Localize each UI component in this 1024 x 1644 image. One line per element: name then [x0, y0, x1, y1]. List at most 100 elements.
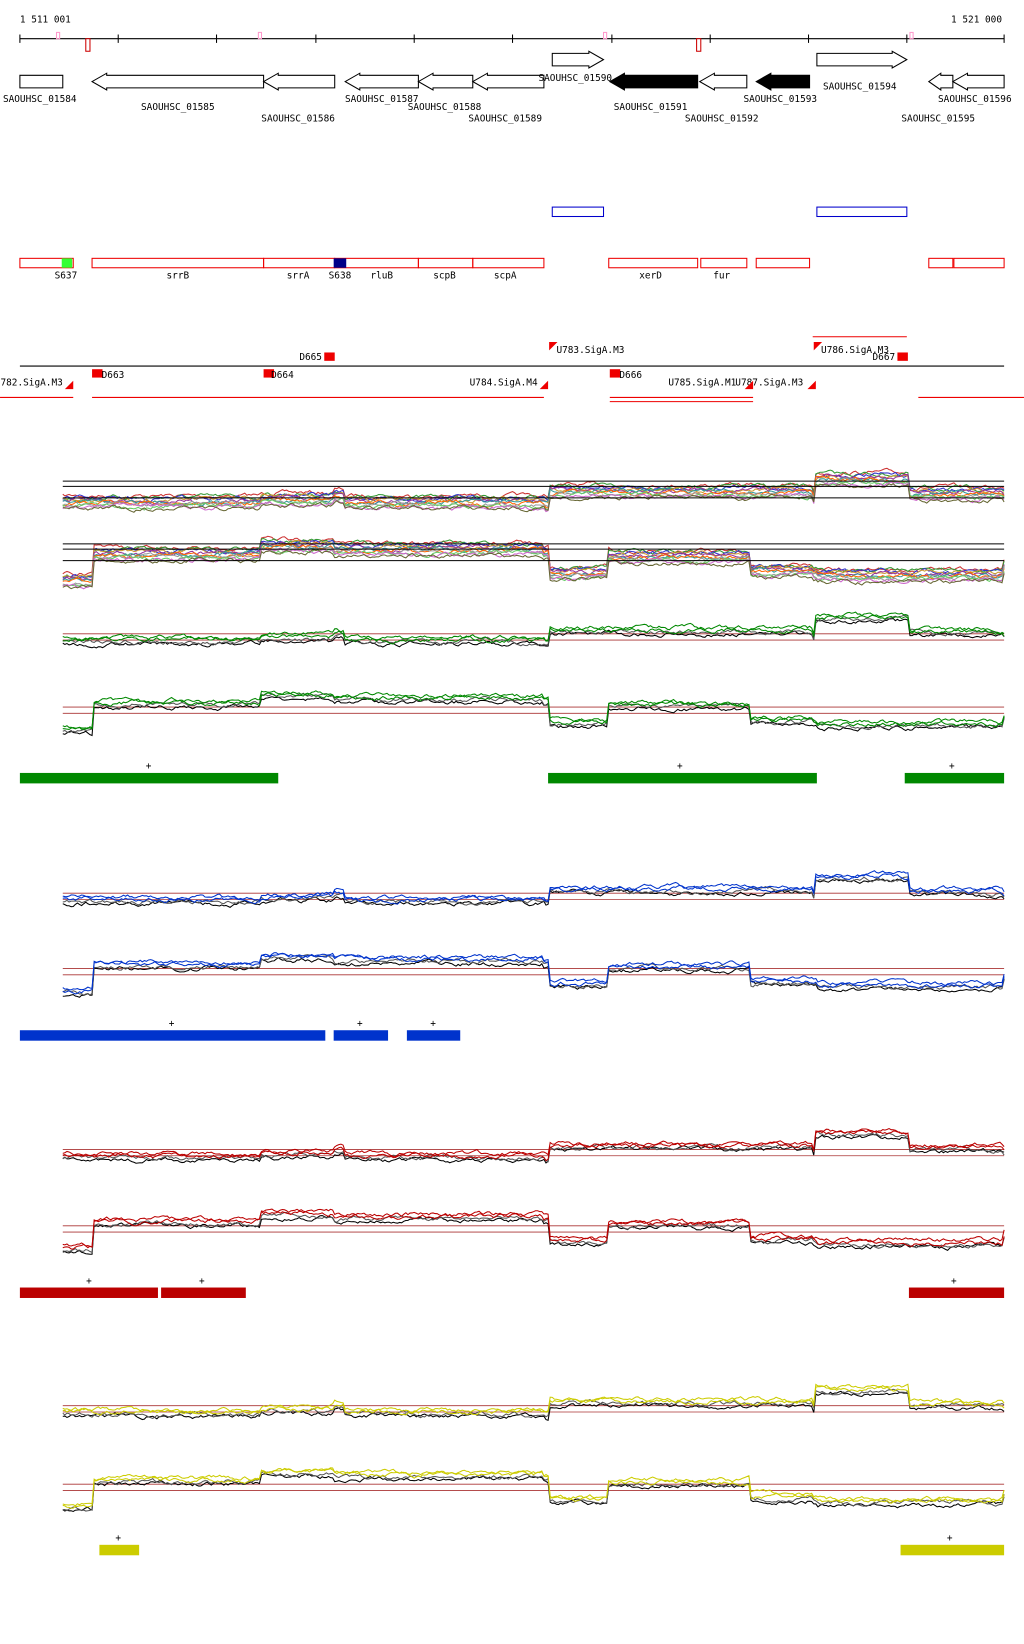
feature-label: xerD — [639, 271, 662, 282]
strand-mark: + — [86, 1276, 92, 1287]
trace — [62, 614, 1005, 645]
trace — [62, 1467, 1005, 1507]
trace — [62, 1385, 1005, 1416]
gene-arrow — [551, 50, 605, 69]
promoter-label: U785.SigA.M1 — [668, 377, 736, 388]
gene-label: SAOUHSC_01587 — [345, 94, 419, 105]
region-bar — [19, 1030, 326, 1041]
ruler-marker — [696, 38, 702, 52]
promoter-flag — [807, 380, 816, 390]
trace — [62, 541, 1005, 581]
gene-label: SAOUHSC_01584 — [3, 94, 77, 105]
feature-marker — [61, 258, 73, 268]
feature-box — [91, 257, 265, 269]
promoter-label: D666 — [619, 370, 642, 381]
trace — [62, 691, 1005, 730]
trace — [62, 1470, 1005, 1512]
feature-box — [608, 257, 699, 269]
feature-label: S637 — [55, 271, 78, 282]
trace — [62, 952, 1005, 995]
feature-label: scpB — [433, 271, 456, 282]
trace — [62, 1127, 1005, 1158]
trace — [62, 690, 1005, 730]
gene-label: SAOUHSC_01594 — [823, 81, 897, 92]
strand-mark: + — [146, 761, 152, 772]
feature-label: srrB — [167, 271, 190, 282]
ruler-marker — [602, 31, 608, 40]
promoter-box — [92, 369, 103, 378]
gene-label: SAOUHSC_01595 — [901, 114, 975, 125]
trace — [62, 1128, 1005, 1162]
feature-label: scpA — [494, 271, 517, 282]
promoter-box — [263, 369, 275, 378]
promoter-flag — [539, 380, 549, 390]
gene-arrow — [698, 72, 748, 91]
trace — [62, 870, 1005, 903]
gene-arrow — [927, 72, 954, 91]
strand-mark: + — [115, 1533, 121, 1544]
region-bar — [548, 772, 817, 784]
promoter-label: U786.SigA.M3 — [821, 345, 889, 356]
ruler-marker — [55, 31, 61, 40]
trace — [62, 614, 1005, 647]
region-bar — [19, 1287, 158, 1298]
promoter-label: D663 — [102, 370, 125, 381]
trace — [62, 474, 1005, 505]
trace — [62, 1130, 1005, 1163]
gene-label: SAOUHSC_01586 — [261, 114, 335, 125]
feature-box — [472, 257, 545, 269]
feature-box — [417, 257, 474, 269]
feature-label: srrA — [287, 271, 310, 282]
gene-arrow — [951, 72, 1005, 91]
gene-arrow — [262, 72, 336, 91]
trace — [62, 543, 1005, 583]
trace — [62, 1210, 1005, 1250]
trace — [62, 469, 1005, 502]
ruler-marker — [909, 31, 914, 40]
strand-mark: + — [430, 1018, 436, 1029]
feature-box — [334, 257, 419, 269]
region-bar — [900, 1544, 1005, 1556]
feature-label: fur — [713, 271, 730, 282]
strand-mark: + — [199, 1276, 205, 1287]
gene-arrow — [344, 72, 419, 91]
strand-mark: + — [357, 1018, 363, 1029]
gene-label: SAOUHSC_01590 — [538, 73, 612, 84]
region-bar — [908, 1287, 1005, 1298]
ruler-marker — [257, 31, 263, 40]
feature-box — [816, 206, 908, 218]
gene-label: SAOUHSC_01588 — [408, 102, 482, 113]
gene-label: SAOUHSC_01591 — [614, 102, 688, 113]
region-bar — [99, 1544, 140, 1556]
strand-mark: + — [947, 1533, 953, 1544]
trace — [62, 473, 1005, 506]
start-coordinate: 1 511 001 — [20, 14, 71, 25]
gene-label: SAOUHSC_01585 — [141, 102, 215, 113]
feature-label: rluB — [370, 271, 393, 282]
feature-box — [263, 257, 336, 269]
trace — [62, 617, 1005, 649]
gene-label: SAOUHSC_01589 — [468, 114, 542, 125]
trace — [62, 1215, 1005, 1255]
gene-label: SAOUHSC_01593 — [743, 94, 817, 105]
trace — [62, 878, 1005, 908]
trace — [62, 873, 1005, 905]
trace — [62, 954, 1005, 996]
promoter-label: U783.SigA.M3 — [556, 345, 624, 356]
trace — [62, 547, 1005, 590]
region-bar — [904, 772, 1005, 784]
promoter-label: D664 — [271, 370, 294, 381]
gene-arrow — [19, 74, 64, 89]
trace — [62, 467, 1005, 501]
trace — [62, 481, 1005, 513]
feature-box — [19, 257, 74, 269]
gene-arrow — [755, 72, 811, 91]
promoter-label: U787.SigA.M3 — [735, 377, 803, 388]
ruler-marker — [85, 38, 91, 52]
trace — [62, 696, 1005, 737]
promoter-label: 782.SigA.M3 — [0, 377, 62, 388]
gene-arrow — [91, 72, 265, 91]
region-bar — [333, 1030, 389, 1041]
trace — [62, 957, 1005, 998]
